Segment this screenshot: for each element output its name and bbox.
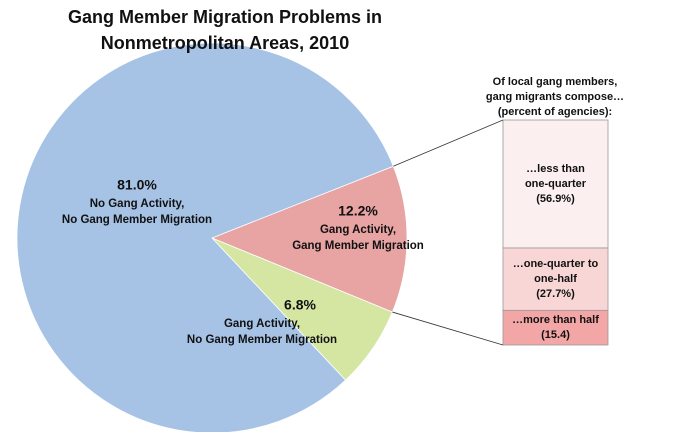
pie-value-label: 6.8%: [284, 297, 316, 313]
bar-label: one-half: [534, 273, 577, 285]
pie-label: Gang Member Migration: [292, 240, 424, 252]
bar-value-label: (56.9%): [536, 193, 575, 205]
connector: [393, 119, 504, 167]
chart-title: Gang Member Migration Problems in Nonmet…: [67, 7, 383, 53]
pie-label: No Gang Member Migration: [62, 214, 212, 226]
bar-segment: [502, 309, 609, 346]
bar-value-label: (15.4): [541, 329, 570, 341]
bar-segment: [502, 119, 609, 249]
pie-slice: [16, 42, 394, 432]
pie-value-label: 12.2%: [338, 203, 378, 219]
bar-label: …one-quarter to: [513, 258, 599, 270]
bar-segment: [502, 247, 609, 311]
pie-label: Gang Activity,: [224, 318, 300, 330]
pie-label: Gang Activity,: [320, 224, 396, 236]
pie-label: No Gang Activity,: [90, 198, 185, 210]
bar-header: (percent of agencies):: [498, 106, 612, 118]
bar-header: Of local gang members,: [493, 76, 618, 88]
pie-label: No Gang Member Migration: [187, 334, 337, 346]
pie-value-label: 81.0%: [117, 177, 157, 193]
connector: [392, 311, 504, 346]
pie-slice: [210, 165, 408, 313]
bar-label: one-quarter: [525, 178, 587, 190]
bar-value-label: (27.7%): [536, 288, 575, 300]
bar-label: …less than: [526, 163, 585, 175]
bar-header: gang migrants compose…: [486, 91, 624, 103]
bar-label: …more than half: [512, 314, 599, 326]
